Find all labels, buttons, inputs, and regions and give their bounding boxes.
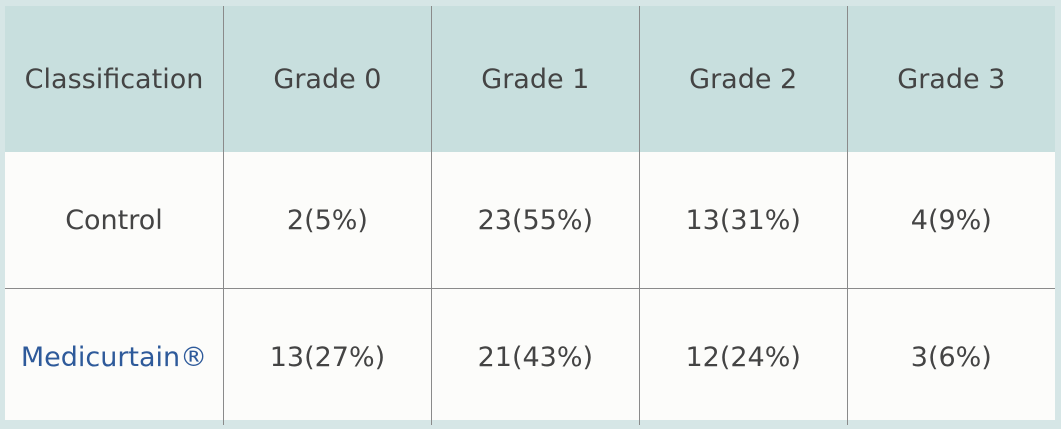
table-row: Control 2(5%) 23(55%) 13(31%) 4(9%)	[5, 152, 1055, 289]
table-container: Classification Grade 0 Grade 1 Grade 2 Grade…	[5, 6, 1055, 425]
row-label: Medicurtain®	[5, 288, 224, 425]
table-cell: 13(31%)	[638, 152, 848, 289]
table-cell: 4(9%)	[846, 152, 1055, 289]
header-cell: Grade 3	[846, 6, 1055, 152]
table-cell: 13(27%)	[223, 288, 432, 425]
header-cell: Grade 2	[638, 6, 848, 152]
table-cell: 12(24%)	[638, 288, 848, 425]
table: Classification Grade 0 Grade 1 Grade 2 Grade…	[5, 6, 1055, 425]
table-cell: 3(6%)	[846, 288, 1055, 425]
table-body: Control 2(5%) 23(55%) 13(31%) 4(9%) Medicurta…	[5, 152, 1055, 425]
header-cell: Grade 1	[430, 6, 640, 152]
table-row: Medicurtain® 13(27%) 21(43%) 12(24%) 3(6%)	[5, 288, 1055, 425]
header-row: Classification Grade 0 Grade 1 Grade 2 Grade…	[5, 6, 1055, 152]
table-cell: 21(43%)	[430, 288, 640, 425]
table-cell: 23(55%)	[430, 152, 640, 289]
header-cell: Grade 0	[223, 6, 432, 152]
header-cell: Classification	[5, 6, 224, 152]
table-cell: 2(5%)	[223, 152, 432, 289]
row-label: Control	[5, 152, 224, 289]
